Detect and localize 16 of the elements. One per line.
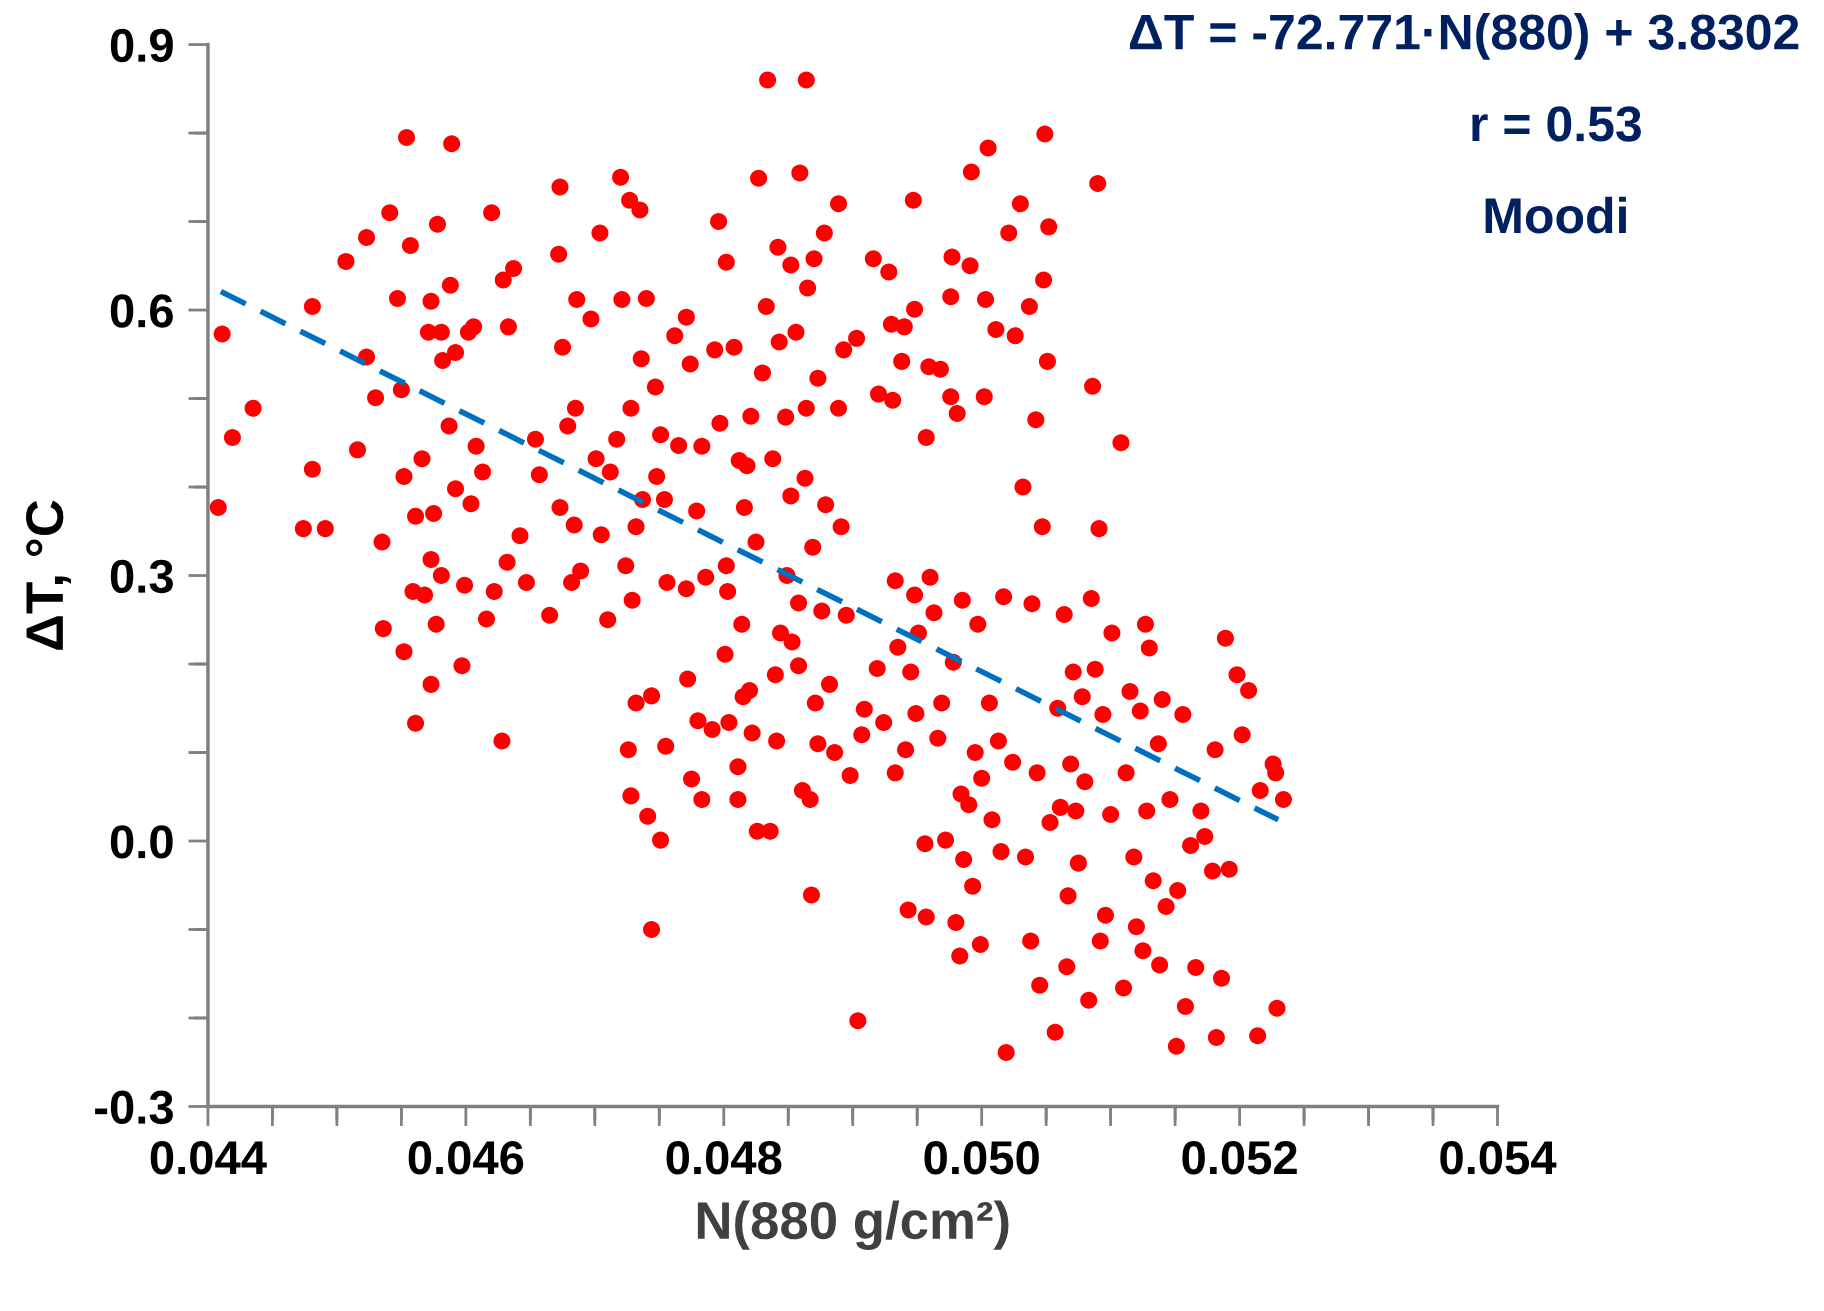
y-tick-label: 0.0	[110, 825, 173, 859]
annotation: r = 0.53	[1472, 106, 1641, 142]
x-tick-label: 0.050	[924, 1141, 1039, 1175]
annotation: ΔT = -72.771·N(880) + 3.8302	[1129, 13, 1799, 60]
x-tick-label: 0.054	[1440, 1141, 1557, 1175]
y-tick-label: 0.3	[110, 559, 173, 594]
y-tick-label: -0.3	[95, 1090, 173, 1125]
x-tick-label: 0.044	[150, 1141, 267, 1175]
y-tick-label: 0.9	[110, 28, 173, 63]
annotation: Moodi	[1485, 196, 1626, 234]
y-tick-label: 0.6	[110, 294, 173, 328]
x-tick-label: 0.048	[666, 1141, 782, 1175]
x-tick-label: 0.052	[1182, 1141, 1297, 1175]
x-tick-label: 0.046	[408, 1141, 524, 1175]
x-axis-title: N(880 g/cm²)	[697, 1200, 1009, 1250]
y-axis-title: ΔT, °C	[25, 500, 72, 650]
